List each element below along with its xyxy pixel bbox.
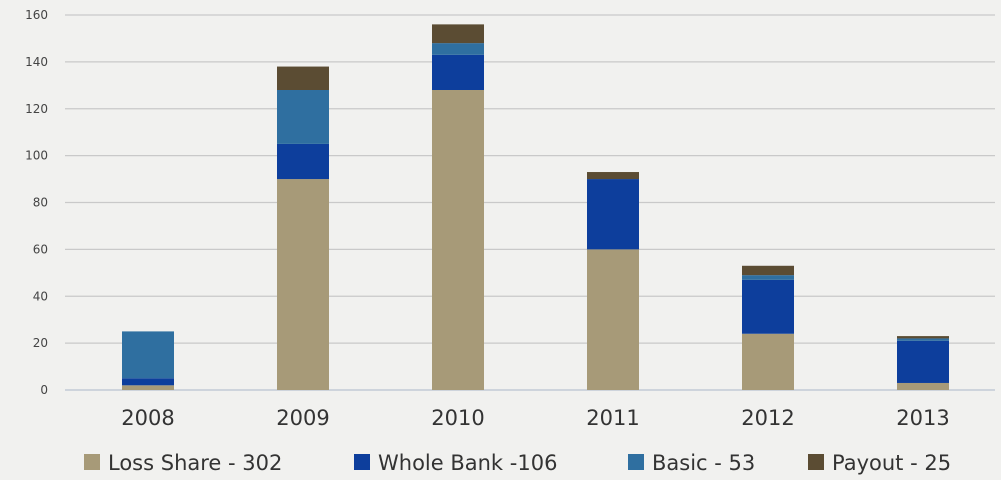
y-tick-label: 60: [33, 242, 48, 256]
x-tick-label: 2013: [896, 406, 949, 430]
x-tick-label: 2012: [741, 406, 794, 430]
legend-swatch: [808, 454, 824, 470]
x-tick-label: 2009: [276, 406, 329, 430]
legend-label: Payout - 25: [832, 451, 951, 475]
y-tick-label: 0: [40, 383, 48, 397]
bar-segment: [897, 340, 949, 383]
bar-segment: [122, 385, 174, 390]
bar-segment: [122, 378, 174, 386]
legend-label: Loss Share - 302: [108, 451, 282, 475]
bar-segment: [122, 331, 174, 379]
bar-segment: [897, 336, 949, 339]
legend: Loss Share - 302 Whole Bank -106 Basic - 5…: [84, 451, 951, 475]
bar-segment: [587, 172, 639, 180]
bar-segment: [432, 54, 484, 90]
y-tick-label: 40: [33, 289, 48, 303]
bar-segment: [277, 66, 329, 90]
legend-label: Whole Bank -106: [378, 451, 557, 475]
y-tick-label: 120: [25, 102, 48, 116]
y-axis-ticks: 0 20 40 60 80 100 120 140 160: [25, 8, 48, 397]
bar-segment: [742, 333, 794, 390]
bar-segment: [432, 90, 484, 390]
legend-swatch: [354, 454, 370, 470]
legend-swatch: [84, 454, 100, 470]
gridlines: [65, 14, 995, 391]
y-tick-label: 20: [33, 336, 48, 350]
bar-segment: [587, 249, 639, 390]
bar-segment: [432, 43, 484, 55]
bar-segment: [277, 179, 329, 390]
x-axis-labels: 2008 2009 2010 2011 2012 2013: [121, 406, 949, 430]
bar-segment: [742, 275, 794, 280]
y-tick-label: 100: [25, 149, 48, 163]
x-tick-label: 2011: [586, 406, 639, 430]
bar-segment: [277, 90, 329, 144]
x-tick-label: 2010: [431, 406, 484, 430]
bar-segment: [432, 24, 484, 44]
bar-segment: [587, 179, 639, 250]
bar-segment: [742, 265, 794, 276]
y-tick-label: 140: [25, 55, 48, 69]
bars: [122, 24, 949, 390]
x-tick-label: 2008: [121, 406, 174, 430]
legend-swatch: [628, 454, 644, 470]
bar-segment: [277, 143, 329, 180]
bar-segment: [897, 382, 949, 390]
bar-segment: [897, 338, 949, 341]
y-tick-label: 80: [33, 196, 48, 210]
legend-label: Basic - 53: [652, 451, 755, 475]
bar-segment: [742, 279, 794, 334]
y-tick-label: 160: [25, 8, 48, 22]
